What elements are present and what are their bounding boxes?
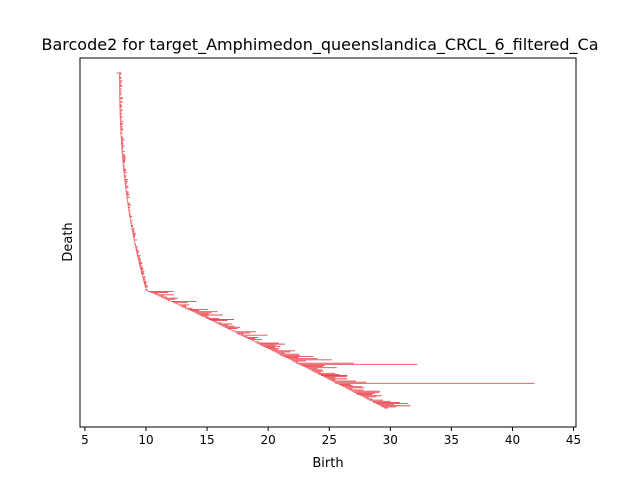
x-tick-label: 40: [505, 433, 520, 447]
bars-layer: [116, 72, 535, 409]
x-tick-label: 25: [322, 433, 337, 447]
x-tick-label: 15: [199, 433, 214, 447]
plot-area: [80, 58, 576, 427]
plot-frame: [79, 57, 577, 428]
x-tick-label: 20: [260, 433, 275, 447]
x-tick-label: 10: [138, 433, 153, 447]
x-tick-label: 5: [81, 433, 89, 447]
x-tick-label: 30: [383, 433, 398, 447]
x-tick-label: 35: [444, 433, 459, 447]
chart-title: Barcode2 for target_Amphimedon_queenslan…: [41, 35, 598, 55]
x-axis-label: Birth: [312, 456, 343, 471]
x-axis-ticks: 5 10 15 20 25 30 35 40 45: [81, 427, 581, 447]
x-tick-label: 45: [566, 433, 581, 447]
y-axis-label: Death: [61, 222, 76, 261]
